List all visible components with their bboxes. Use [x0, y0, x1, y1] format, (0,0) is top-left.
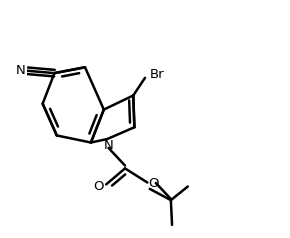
Text: N: N — [104, 139, 113, 152]
Text: O: O — [149, 177, 159, 190]
Text: O: O — [93, 180, 104, 193]
Text: N: N — [15, 64, 25, 77]
Text: Br: Br — [150, 68, 164, 81]
